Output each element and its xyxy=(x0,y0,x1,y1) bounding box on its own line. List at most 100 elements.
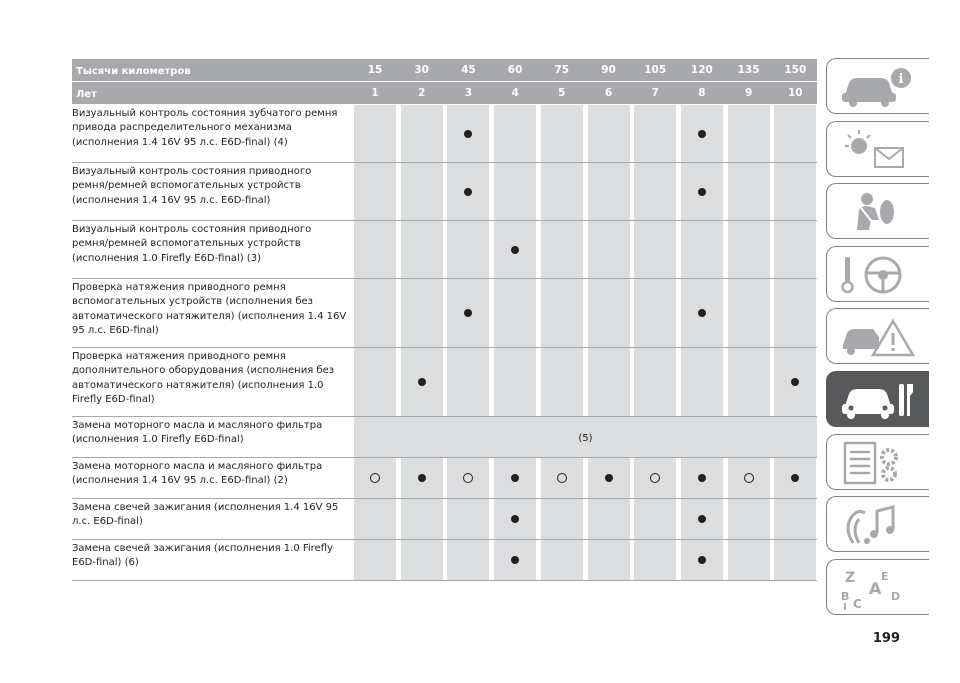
interval-cell xyxy=(494,163,537,220)
filled-circle-mark xyxy=(697,309,706,317)
filled-circle-mark xyxy=(511,515,520,523)
interval-cell xyxy=(354,221,396,278)
years-header-row-label: Лет xyxy=(76,89,97,100)
schedule-row: Замена свечей зажигания (исполнения 1.0 … xyxy=(72,540,817,581)
interval-cell xyxy=(494,458,537,498)
interval-cell xyxy=(540,458,583,498)
interval-cell xyxy=(354,105,396,162)
interval-cell xyxy=(494,279,537,347)
merged-interval-note: (5) xyxy=(354,417,817,457)
schedule-row: Проверка натяжения приводного ремня вспо… xyxy=(72,279,817,348)
interval-cell xyxy=(587,540,630,580)
km-header-row-value: 135 xyxy=(737,64,760,76)
chapter-tab[interactable] xyxy=(826,183,929,240)
interval-cell xyxy=(587,499,630,539)
chapter-tab[interactable]: i xyxy=(826,58,929,114)
chapter-tab[interactable] xyxy=(826,120,929,177)
interval-cell xyxy=(774,348,817,416)
interval-cell xyxy=(774,105,817,162)
years-header-row-value: 8 xyxy=(698,87,706,99)
filled-circle-mark xyxy=(464,187,473,196)
years-header-row-value: 1 xyxy=(371,87,379,99)
interval-cell xyxy=(447,540,490,580)
interval-cell xyxy=(447,348,490,416)
interval-cell xyxy=(447,163,490,220)
interval-cell xyxy=(727,499,770,539)
interval-cell xyxy=(680,163,723,220)
interval-cell xyxy=(634,458,677,498)
svg-text:B: B xyxy=(841,590,849,603)
chapter-tab[interactable] xyxy=(826,308,929,365)
interval-cell xyxy=(354,458,396,498)
operation-description: Замена моторного масла и масляного фильт… xyxy=(72,461,323,487)
schedule-row: Визуальный контроль состояния зубчатого … xyxy=(72,105,817,163)
interval-cell xyxy=(680,221,723,278)
filled-circle-mark xyxy=(791,378,800,386)
interval-cell xyxy=(587,163,630,220)
interval-cell xyxy=(680,540,723,580)
operation-description: Визуальный контроль состояния зубчатого … xyxy=(72,108,338,148)
interval-cell xyxy=(494,499,537,539)
km-header-row-value: 105 xyxy=(644,64,667,76)
interval-cell xyxy=(540,348,583,416)
operation-description: Проверка натяжения приводного ремня допо… xyxy=(72,351,335,405)
interval-cell xyxy=(727,458,770,498)
km-header-row: Тысячи километров 15 30 45 60 75 90 105 120 135 15… xyxy=(72,59,817,82)
chapter-tab[interactable] xyxy=(826,496,929,553)
interval-cell xyxy=(727,348,770,416)
chapter-tab[interactable] xyxy=(826,371,929,427)
maintenance-schedule-table: Тысячи километров 15 30 45 60 75 90 105 120 135 15… xyxy=(72,59,817,581)
interval-cell xyxy=(354,163,396,220)
interval-cell xyxy=(447,279,490,347)
interval-cell xyxy=(400,279,443,347)
chapter-tab[interactable] xyxy=(826,433,929,490)
svg-text:Z: Z xyxy=(845,570,855,586)
filled-circle-mark xyxy=(697,515,706,523)
interval-cell xyxy=(540,279,583,347)
interval-cell xyxy=(540,221,583,278)
interval-cell xyxy=(587,458,630,498)
interval-cell xyxy=(587,105,630,162)
filled-circle-mark xyxy=(697,556,706,564)
interval-cell xyxy=(400,221,443,278)
km-header-row-label: Тысячи километров xyxy=(76,66,191,77)
interval-cell xyxy=(774,163,817,220)
interval-cell xyxy=(680,105,723,162)
interval-cell xyxy=(494,221,537,278)
interval-cell xyxy=(774,279,817,347)
interval-cell xyxy=(540,499,583,539)
filled-circle-mark xyxy=(511,556,520,564)
schedule-row: Визуальный контроль состояния приводного… xyxy=(72,163,817,221)
operation-description: Визуальный контроль состояния приводного… xyxy=(72,224,312,264)
km-header-row-value: 15 xyxy=(367,64,383,76)
interval-cell xyxy=(680,348,723,416)
interval-cell xyxy=(540,163,583,220)
svg-text:D: D xyxy=(891,590,900,603)
filled-circle-mark xyxy=(417,474,426,482)
svg-text:i: i xyxy=(899,72,904,87)
km-header-row-value: 45 xyxy=(461,64,476,76)
filled-circle-mark xyxy=(791,474,800,482)
km-header-row-value: 150 xyxy=(784,64,807,76)
filled-circle-mark xyxy=(697,187,706,196)
interval-cell xyxy=(354,499,396,539)
chapter-tab[interactable] xyxy=(826,245,929,302)
interval-cell xyxy=(354,540,396,580)
interval-cell xyxy=(400,163,443,220)
km-header-row-value: 120 xyxy=(690,64,713,76)
interval-cell xyxy=(540,105,583,162)
interval-cell xyxy=(680,458,723,498)
interval-cell xyxy=(634,540,677,580)
years-header-row-value: 4 xyxy=(511,87,519,99)
interval-cell xyxy=(680,279,723,347)
schedule-row: Проверка натяжения приводного ремня допо… xyxy=(72,348,817,417)
svg-text:I: I xyxy=(843,602,847,610)
filled-circle-mark xyxy=(464,129,473,138)
filled-circle-mark xyxy=(464,309,473,317)
interval-cell xyxy=(774,499,817,539)
schedule-row: Визуальный контроль состояния приводного… xyxy=(72,221,817,279)
interval-cell xyxy=(727,163,770,220)
interval-cell xyxy=(447,499,490,539)
filled-circle-mark xyxy=(604,474,613,482)
